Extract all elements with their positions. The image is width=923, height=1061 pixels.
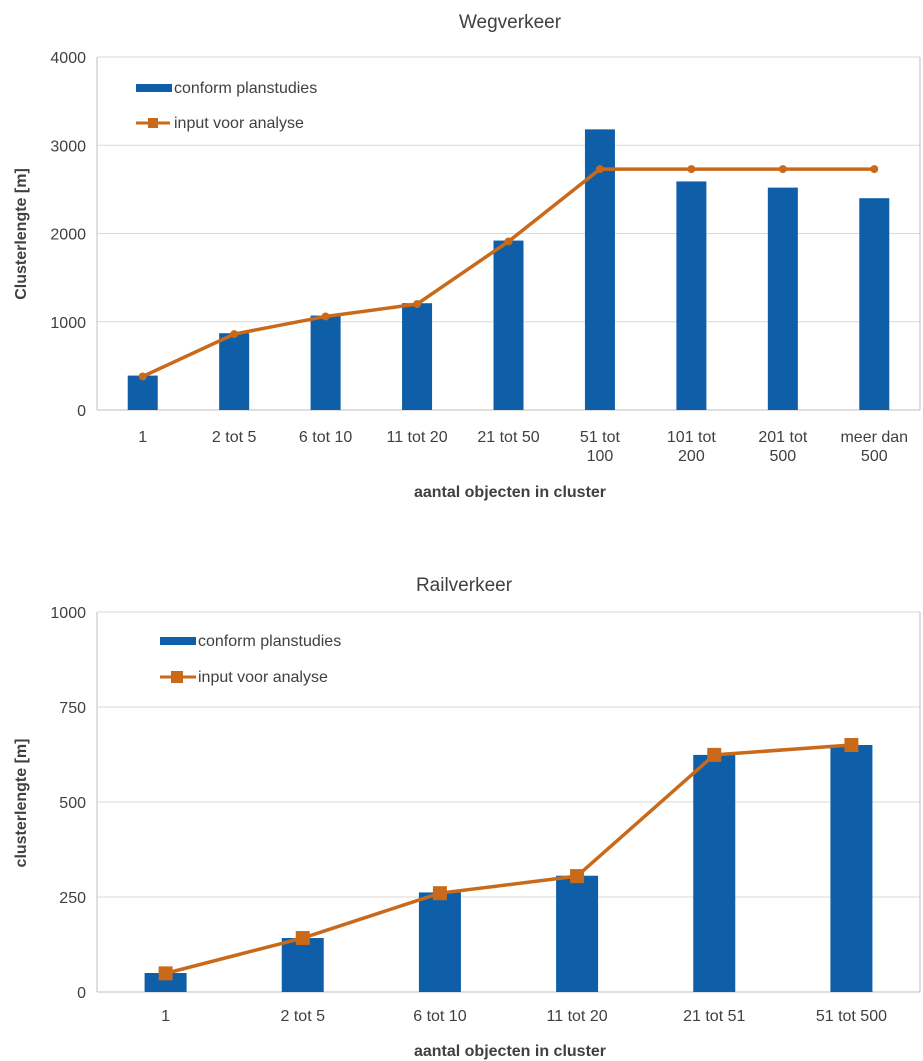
y-tick-label: 1000 <box>50 315 86 332</box>
x-tick-label: 51 tot 500 <box>816 1008 887 1025</box>
series-line <box>138 165 879 381</box>
bar <box>418 892 461 992</box>
x-tick-labels: 1 2 tot 5 6 tot 10 11 tot 20 21 tot 50 51 tot… <box>138 429 908 465</box>
y-axis-label: clusterlengte [m] <box>13 739 30 868</box>
legend-label-bars: conform planstudies <box>198 633 341 650</box>
bar <box>281 938 324 992</box>
bars <box>144 745 873 992</box>
y-axis-label: Clusterlengte [m] <box>13 168 30 300</box>
x-axis-label: aantal objecten in cluster <box>414 484 606 501</box>
legend-swatch-bars <box>160 637 196 645</box>
y-tick-label: 500 <box>59 795 86 812</box>
legend-marker <box>148 118 158 128</box>
bar <box>144 973 187 992</box>
x-tick-label: 2 tot 5 <box>281 1008 326 1025</box>
y-tick-label: 1000 <box>50 605 86 622</box>
x-tick-label: 6 tot 10 <box>413 1008 466 1025</box>
wegverkeer-chart: Wegverkeer 0 1000 2000 3000 4000 1 2 tot 5 6 t… <box>13 12 921 501</box>
y-tick-label: 0 <box>77 403 86 420</box>
x-tick-label: 11 tot 20 <box>387 429 448 446</box>
bar <box>556 875 599 992</box>
gridlines <box>96 611 921 993</box>
x-tick-label: 1 <box>161 1008 170 1025</box>
y-tick-label: 3000 <box>50 138 86 155</box>
x-tick-label: 2 tot 5 <box>212 429 257 446</box>
chart-title: Railverkeer <box>416 575 513 596</box>
bar <box>767 187 798 410</box>
x-tick-label: 201 tot <box>758 429 807 446</box>
x-tick-label: 500 <box>769 448 796 465</box>
x-tick-label: 500 <box>861 448 888 465</box>
x-tick-label: 100 <box>587 448 614 465</box>
legend-label-bars: conform planstudies <box>174 80 317 97</box>
line-point <box>295 931 310 946</box>
line-point <box>687 165 696 174</box>
line-point <box>413 300 422 309</box>
x-tick-label: 51 tot <box>580 429 621 446</box>
x-tick-label: 200 <box>678 448 705 465</box>
y-tick-label: 2000 <box>50 227 86 244</box>
bar <box>859 198 890 410</box>
line-point <box>158 966 173 981</box>
line-point <box>321 312 330 321</box>
legend-marker <box>171 671 183 683</box>
y-tick-labels: 0 250 500 750 1000 <box>50 605 86 1002</box>
bar <box>127 375 158 410</box>
legend-label-line: input voor analyse <box>198 669 328 686</box>
line-path <box>165 743 852 976</box>
y-tick-label: 750 <box>59 700 86 717</box>
chart-title: Wegverkeer <box>459 12 562 33</box>
x-tick-label: 21 tot 51 <box>683 1008 745 1025</box>
line-point <box>432 886 447 901</box>
legend: conform planstudies input voor analyse <box>136 80 317 132</box>
line-point <box>870 165 879 174</box>
legend-label-line: input voor analyse <box>174 115 304 132</box>
bars <box>127 129 890 411</box>
line-point <box>138 372 147 381</box>
legend-swatch-bars <box>136 84 172 92</box>
x-axis-label: aantal objecten in cluster <box>414 1043 606 1060</box>
bar <box>310 315 341 410</box>
bar <box>493 240 524 410</box>
line-point <box>504 237 513 246</box>
legend: conform planstudies input voor analyse <box>160 633 341 686</box>
x-tick-label: 101 tot <box>667 429 716 446</box>
bar <box>676 181 707 410</box>
line-point <box>778 165 787 174</box>
x-tick-labels: 1 2 tot 5 6 tot 10 11 tot 20 21 tot 51 51 tot… <box>161 1008 887 1025</box>
line-point <box>595 165 604 174</box>
line-point <box>844 738 859 752</box>
line-point <box>707 747 722 762</box>
bar <box>830 745 873 992</box>
y-tick-labels: 0 1000 2000 3000 4000 <box>50 50 86 420</box>
series-line <box>158 738 859 981</box>
y-tick-label: 250 <box>59 890 86 907</box>
x-tick-label: meer dan <box>840 429 908 446</box>
y-tick-label: 4000 <box>50 50 86 67</box>
x-tick-label: 21 tot 50 <box>477 429 539 446</box>
y-tick-label: 0 <box>77 985 86 1002</box>
x-tick-label: 1 <box>138 429 147 446</box>
bar <box>402 303 433 410</box>
line-point <box>230 330 239 339</box>
x-tick-label: 11 tot 20 <box>547 1008 608 1025</box>
x-tick-label: 6 tot 10 <box>299 429 352 446</box>
bar <box>219 333 250 410</box>
line-point <box>570 869 585 884</box>
railverkeer-chart: Railverkeer 0 250 500 750 1000 1 2 tot 5 6 tot… <box>13 575 921 1060</box>
bar <box>693 754 736 992</box>
